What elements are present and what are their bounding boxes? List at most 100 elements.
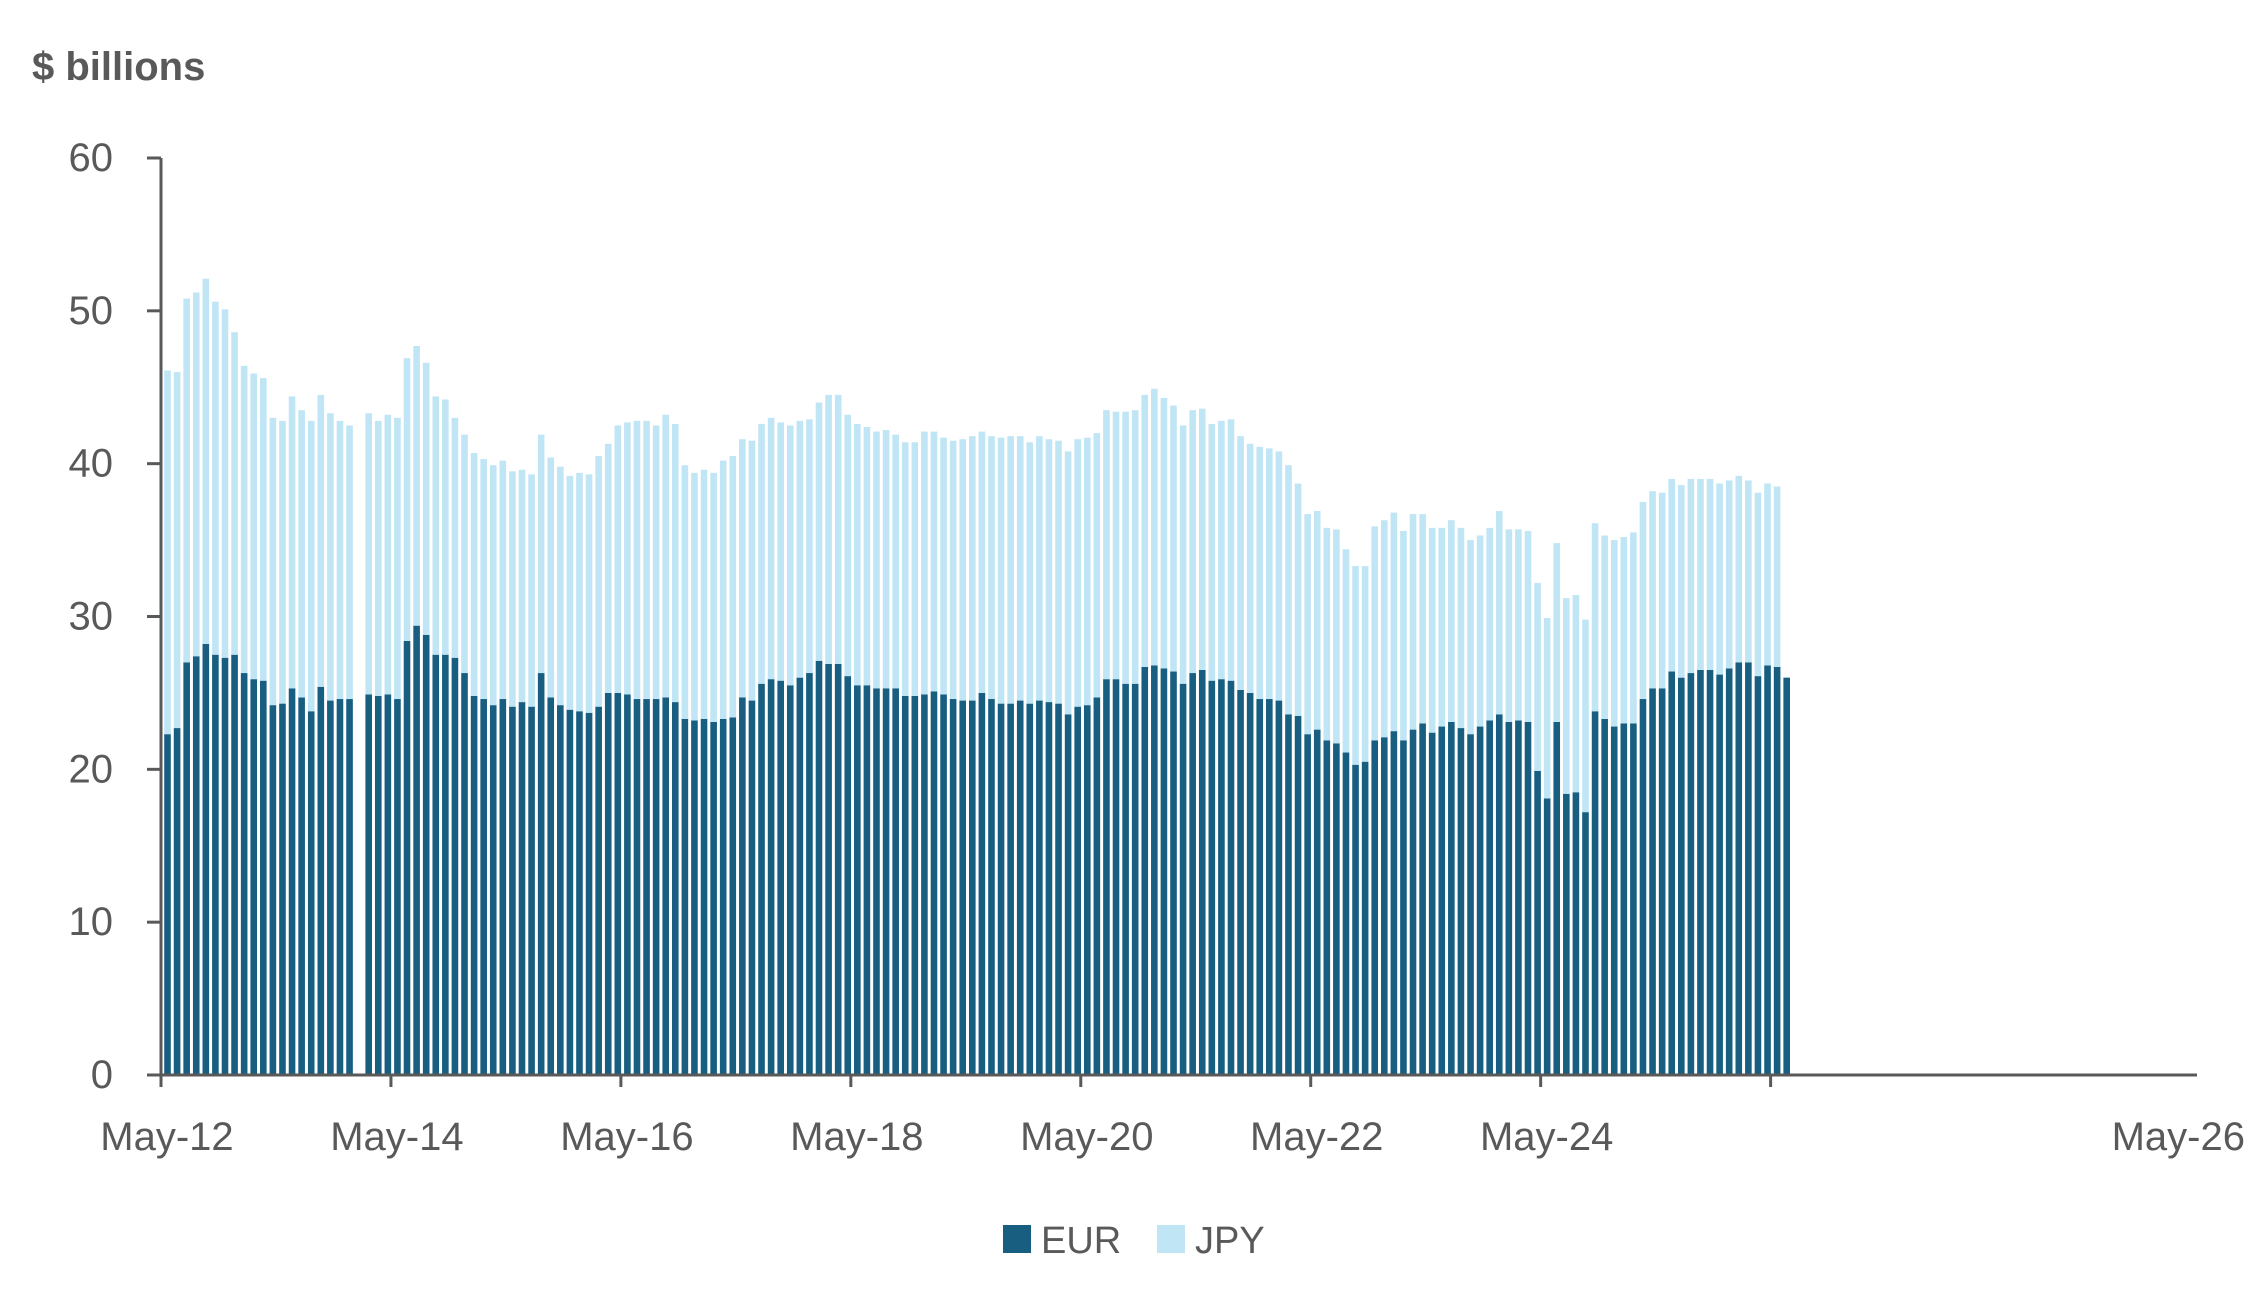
bar-eur [317,686,325,1075]
bar-eur [1620,723,1628,1075]
bar-jpy [1237,436,1244,690]
x-tick-label: May-20 [1020,1115,1153,1159]
x-tick-label: May-12 [100,1115,233,1159]
bar-jpy [442,399,449,655]
bar-jpy [1639,501,1647,700]
bar-eur [892,688,899,1075]
bar-jpy [758,423,765,684]
bar-jpy [1266,448,1273,700]
bar-eur [1563,793,1570,1075]
bar-jpy [173,371,181,729]
bar-eur [537,673,545,1075]
bar-jpy [1610,540,1618,727]
bar-eur [643,699,650,1075]
bar-eur [1342,752,1350,1075]
bar-jpy [949,440,957,700]
x-tick-label: May-26 [2112,1115,2245,1159]
bars [164,278,1790,1076]
bar-eur [1036,700,1043,1075]
bar-eur [1448,721,1455,1075]
bar-jpy [528,474,535,707]
bar-jpy [1735,475,1743,663]
bar-jpy [269,417,277,706]
bar-eur [1333,743,1340,1075]
bar-jpy [221,309,229,658]
y-tick-label: 40 [69,442,114,486]
bar-eur [624,694,631,1075]
bar-jpy [1620,537,1628,724]
bar-eur [988,699,995,1075]
bar-eur [1668,671,1676,1075]
bar-jpy [1390,512,1398,732]
bar-eur [1582,812,1589,1075]
bar-jpy [1505,529,1513,722]
bar-jpy [1189,410,1196,674]
y-tick-label: 10 [69,900,114,944]
bar-eur [1304,734,1311,1075]
bar-eur [1706,669,1714,1075]
bar-jpy [786,425,794,686]
bar-jpy [1438,527,1446,727]
bar-eur [1007,703,1014,1075]
bar-jpy [1409,514,1417,730]
bar-eur [164,734,171,1075]
bar-eur [1601,718,1608,1075]
bar-jpy [489,465,497,706]
bar-eur [1227,680,1235,1075]
bar-jpy [1275,451,1283,701]
bar-eur [1457,728,1465,1075]
bar-jpy [374,420,382,696]
bar-eur [1687,673,1695,1075]
x-tick-label: May-18 [790,1115,923,1159]
bar-eur [1553,721,1561,1075]
bar-eur [1390,731,1398,1076]
bar-eur [288,688,296,1075]
bar-jpy [1179,425,1187,684]
bar-jpy [729,456,737,718]
bar-jpy [940,437,947,695]
bar-jpy [1630,532,1637,724]
bar-eur [1189,673,1196,1075]
bar-jpy [537,434,545,674]
bar-jpy [422,362,430,635]
bar-jpy [1678,485,1685,678]
bar-eur [480,699,487,1075]
bar-jpy [1016,436,1024,701]
bar-eur [1074,706,1081,1075]
bar-eur [1658,688,1666,1075]
bar-jpy [461,434,468,674]
bar-jpy [585,474,593,713]
bar-eur [825,663,832,1075]
bar-eur [528,706,535,1075]
bar-jpy [1601,535,1608,719]
bar-jpy [854,423,861,686]
bar-jpy [240,365,248,674]
bar-eur [1294,715,1302,1075]
bar-jpy [1764,483,1771,666]
bar-eur [518,702,526,1075]
bar-eur [183,662,190,1075]
bar-jpy [1074,439,1081,707]
x-tick-label: May-24 [1480,1115,1613,1159]
bar-eur [1773,666,1781,1075]
bar-jpy [643,420,650,700]
bar-eur [1208,680,1216,1075]
bar-jpy [1591,523,1599,712]
x-tick-label: May-16 [560,1115,693,1159]
bar-jpy [164,370,171,735]
bar-jpy [1658,492,1666,689]
bar-eur [604,692,612,1075]
bar-eur [470,695,478,1075]
bar-jpy [988,436,995,700]
bar-eur [700,718,708,1075]
bar-eur [1064,714,1072,1075]
bar-eur [173,728,181,1075]
bar-eur [212,654,219,1075]
bar-eur [279,703,286,1075]
bar-jpy [1649,491,1656,689]
bar-jpy [1725,480,1733,669]
bar-jpy [969,436,976,701]
bar-jpy [978,431,986,693]
bar-jpy [671,423,679,703]
